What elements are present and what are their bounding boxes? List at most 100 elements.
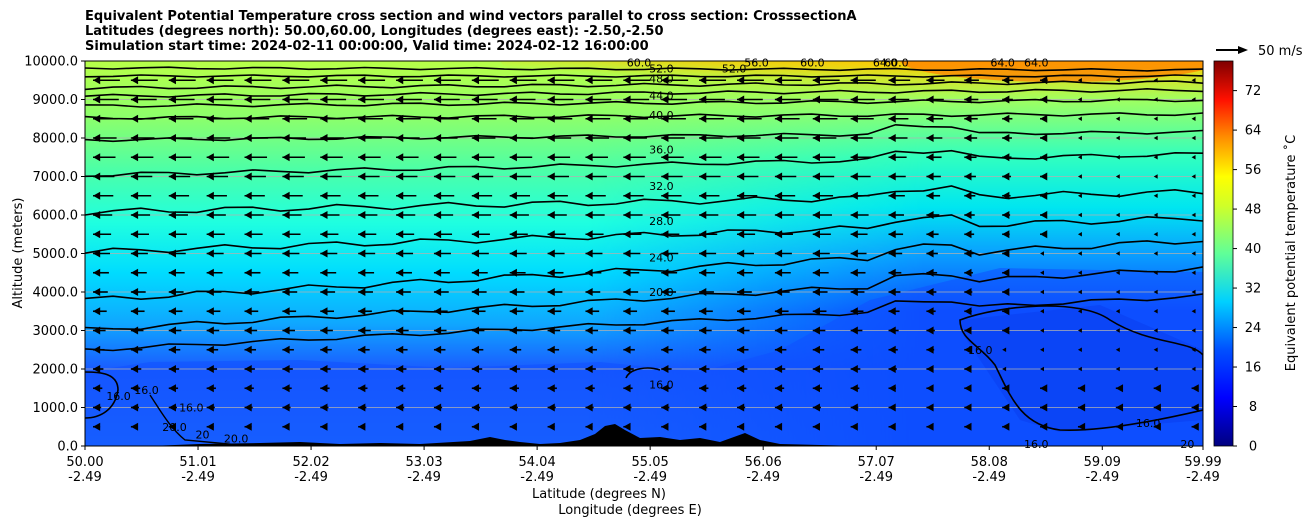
wind-vector [358,230,377,239]
wind-vector [471,76,499,85]
wind-vector [509,153,533,162]
wind-vector [433,345,446,354]
wind-vector [396,95,422,104]
wind-vector [699,191,720,200]
wind-vector [888,268,902,277]
wind-vector [1115,155,1120,160]
x-tick-label-lon: -2.49 [1186,470,1220,485]
contour-label: 20.0 [162,421,187,434]
wind-vector [396,365,407,373]
wind-vector [1115,347,1120,352]
x-tick-label-lon: -2.49 [972,470,1006,485]
wind-vector [1115,384,1124,393]
wind-vector [964,422,972,431]
wind-vector [509,307,524,316]
wind-vector [699,249,717,258]
wind-vector [168,95,195,104]
wind-vector [396,384,406,393]
wind-vector [509,95,536,104]
wind-vector [623,153,646,162]
wind-vector [282,307,297,316]
wind-vector [661,307,675,316]
wind-vector [1115,97,1120,102]
wind-vector [509,365,521,373]
wind-vector [850,403,859,412]
wind-vector [320,114,345,123]
wind-vector [244,114,270,123]
contour-line [85,266,1203,331]
wind-vector [585,172,607,181]
wind-vector [1115,193,1120,198]
wind-vector [1115,403,1124,412]
wind-vector [623,134,647,142]
wind-vector [130,114,156,123]
x-tick-label-lon: -2.49 [181,470,215,485]
wind-vector [888,384,897,393]
contour-label: 44.0 [649,90,674,103]
wind-vector [774,365,786,373]
wind-vector [320,268,337,277]
wind-vector [1191,366,1196,372]
wind-vector [509,172,532,181]
wind-vector [282,384,292,393]
colorbar-tick-label: 48 [1245,203,1262,218]
wind-vector [168,191,190,200]
wind-vector [1077,193,1082,198]
wind-vector [1040,270,1045,275]
wind-vector [206,345,219,354]
wind-vector [282,403,291,412]
wind-vector [774,76,802,85]
wind-vector [926,191,941,200]
wind-vector [547,365,558,373]
wind-vector [509,268,526,277]
wind-vectors [93,76,1199,431]
wind-vector [433,191,455,200]
wind-vector [585,230,604,239]
wind-vector [471,230,490,239]
wind-vector [130,288,146,296]
wind-vector [358,153,381,162]
wind-vector [850,288,865,296]
wind-vector [926,384,934,393]
wind-vector [926,365,934,373]
contour-label: 64.0 [873,57,898,70]
wind-vector [547,153,571,162]
wind-vector [509,249,527,258]
wind-vector [964,288,973,296]
wind-vector [206,95,233,104]
x-tick-label-lat: 54.04 [519,455,556,470]
wind-vector [206,326,220,335]
wind-vector [433,422,442,431]
wind-vector [774,134,799,142]
wind-vector [547,114,573,123]
wind-vector [1040,251,1045,256]
title-line-1: Equivalent Potential Temperature cross s… [85,9,857,24]
wind-vector [168,134,193,142]
wind-vector [168,268,185,277]
wind-vector [774,288,790,296]
wind-vector [509,288,525,296]
wind-vector [509,211,529,219]
wind-vector [93,134,117,142]
x-tick-label-lat: 52.02 [292,455,329,470]
wind-vector [244,326,258,335]
wind-vector [888,172,906,181]
wind-vector [964,114,978,123]
wind-vector [585,307,600,316]
wind-vector [130,76,158,85]
wind-vector [926,76,945,85]
wind-vector [850,191,870,200]
wind-vector [282,211,302,219]
x-tick-label-lon: -2.49 [1085,470,1119,485]
wind-vector [244,191,265,200]
wind-vector [168,230,187,239]
wind-vector [812,153,836,162]
wind-vector [282,268,299,277]
wind-vector [206,268,223,277]
wind-vector [130,153,154,162]
wind-vector [282,134,307,142]
contour-line [85,87,1203,98]
wind-vector [812,191,834,200]
contour-line [85,214,1203,254]
wind-vector [585,345,597,354]
